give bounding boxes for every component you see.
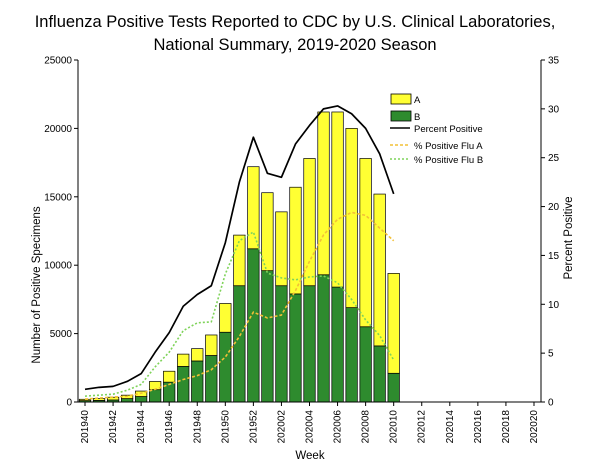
x-axis-ticks: 201940 201942 201944 201946 201948 201950 2019… [80,402,540,443]
y-tick-label: 20000 [44,124,72,135]
x-tick-label: 202002 [276,410,287,444]
bar-b-202009 [373,345,386,403]
line-positive-flu-b [84,231,395,397]
bar-b-201951 [233,285,246,403]
y-tick-label: 0 [66,398,72,409]
bar-b-202007 [345,307,358,403]
chart-title-line2: National Summary, 2019-2020 Season [153,36,436,54]
bar-a-202002 [275,211,288,287]
bar-a-202009 [373,193,386,347]
y2-tick-label: 0 [548,398,554,409]
y-axis-ticks: 0 5000 10000 15000 20000 25000 [44,56,78,409]
bar-b-201943 [120,398,134,403]
x-tick-label: 202006 [333,410,344,444]
bar-b-201950 [219,331,232,403]
y2-tick-label: 5 [548,349,554,360]
lines-group [84,105,395,400]
y2-tick-label: 20 [548,202,560,213]
y2-axis-ticks: 0 5 10 15 20 25 30 35 [541,56,560,409]
x-tick-label: 202016 [473,410,484,444]
bar-a-201942 [106,396,120,401]
legend-label-flu-b: % Positive Flu B [414,155,483,166]
x-tick-label: 202010 [389,410,400,444]
bar-a-202006 [331,111,344,288]
y2-tick-label: 10 [548,300,560,311]
x-tick-label: 202014 [445,410,456,444]
x-tick-label: 201948 [192,410,203,444]
legend-label-percent-positive: Percent Positive [414,124,483,135]
bars-group [78,111,400,403]
line-percent-positive [84,105,395,391]
x-tick-label: 201946 [164,410,175,444]
bar-b-202002 [275,285,288,403]
x-tick-label: 202008 [361,410,372,444]
x-tick-label: 201952 [248,410,259,444]
bar-a-201952 [247,166,260,250]
bar-a-201941 [92,398,106,401]
bar-a-202008 [359,158,372,328]
bar-b-202003 [289,293,302,403]
x-tick-label: 202020 [529,410,540,444]
y2-tick-label: 35 [548,56,560,67]
bar-b-201947 [177,366,190,403]
bar-b-202005 [317,274,330,403]
y-tick-label: 5000 [50,329,73,340]
legend-swatch-a [390,93,412,105]
x-tick-label: 201940 [80,410,91,444]
y2-tick-label: 30 [548,104,560,115]
y-axis-label: Number of Positive Specimens [31,206,43,363]
y2-tick-label: 15 [548,251,560,262]
x-tick-label: 201942 [108,410,119,444]
line-positive-flu-a [84,211,395,400]
bar-b-202004 [303,285,316,403]
legend: A B Percent Positive % Positive Flu A % … [390,93,483,166]
legend-label-flu-a: % Positive Flu A [414,141,483,152]
x-tick-label: 201950 [220,410,231,444]
bar-b-201945 [149,389,162,403]
bar-a-201940 [78,398,92,401]
bar-a-201946 [163,370,176,383]
bar-a-202003 [289,186,302,295]
bar-b-202006 [331,286,344,403]
bar-b-202008 [359,326,372,403]
bar-a-201950 [219,303,232,333]
bar-a-202001 [261,192,274,272]
bar-a-202005 [317,111,330,276]
bar-a-202004 [303,158,316,287]
legend-swatch-b [390,110,412,122]
bar-b-201948 [191,360,204,403]
bar-a-201948 [191,348,204,362]
bar-b-201949 [205,355,218,403]
x-tick-label: 202004 [305,410,316,444]
bar-b-201944 [135,396,148,403]
y-tick-label: 25000 [44,56,72,67]
bar-b-202010 [387,372,400,403]
bar-b-202001 [261,270,274,403]
y2-axis-label: Percent Positive [563,196,575,279]
x-tick-label: 202018 [501,410,512,444]
chart-title-line1: Influenza Positive Tests Reported to CDC… [35,13,556,31]
x-tick-label: 201944 [136,410,147,444]
legend-label-a: A [414,95,421,106]
legend-label-b: B [414,112,420,123]
bar-a-201951 [233,234,246,287]
bar-a-201947 [177,353,190,367]
y-tick-label: 15000 [44,192,72,203]
x-axis-label: Week [295,450,324,462]
bar-a-202010 [387,273,400,374]
bar-a-201949 [205,334,218,356]
y2-tick-label: 25 [548,153,560,164]
x-tick-label: 202012 [417,410,428,444]
bar-a-202007 [345,128,358,308]
bar-b-201952 [247,248,260,403]
y-tick-label: 10000 [44,261,72,272]
